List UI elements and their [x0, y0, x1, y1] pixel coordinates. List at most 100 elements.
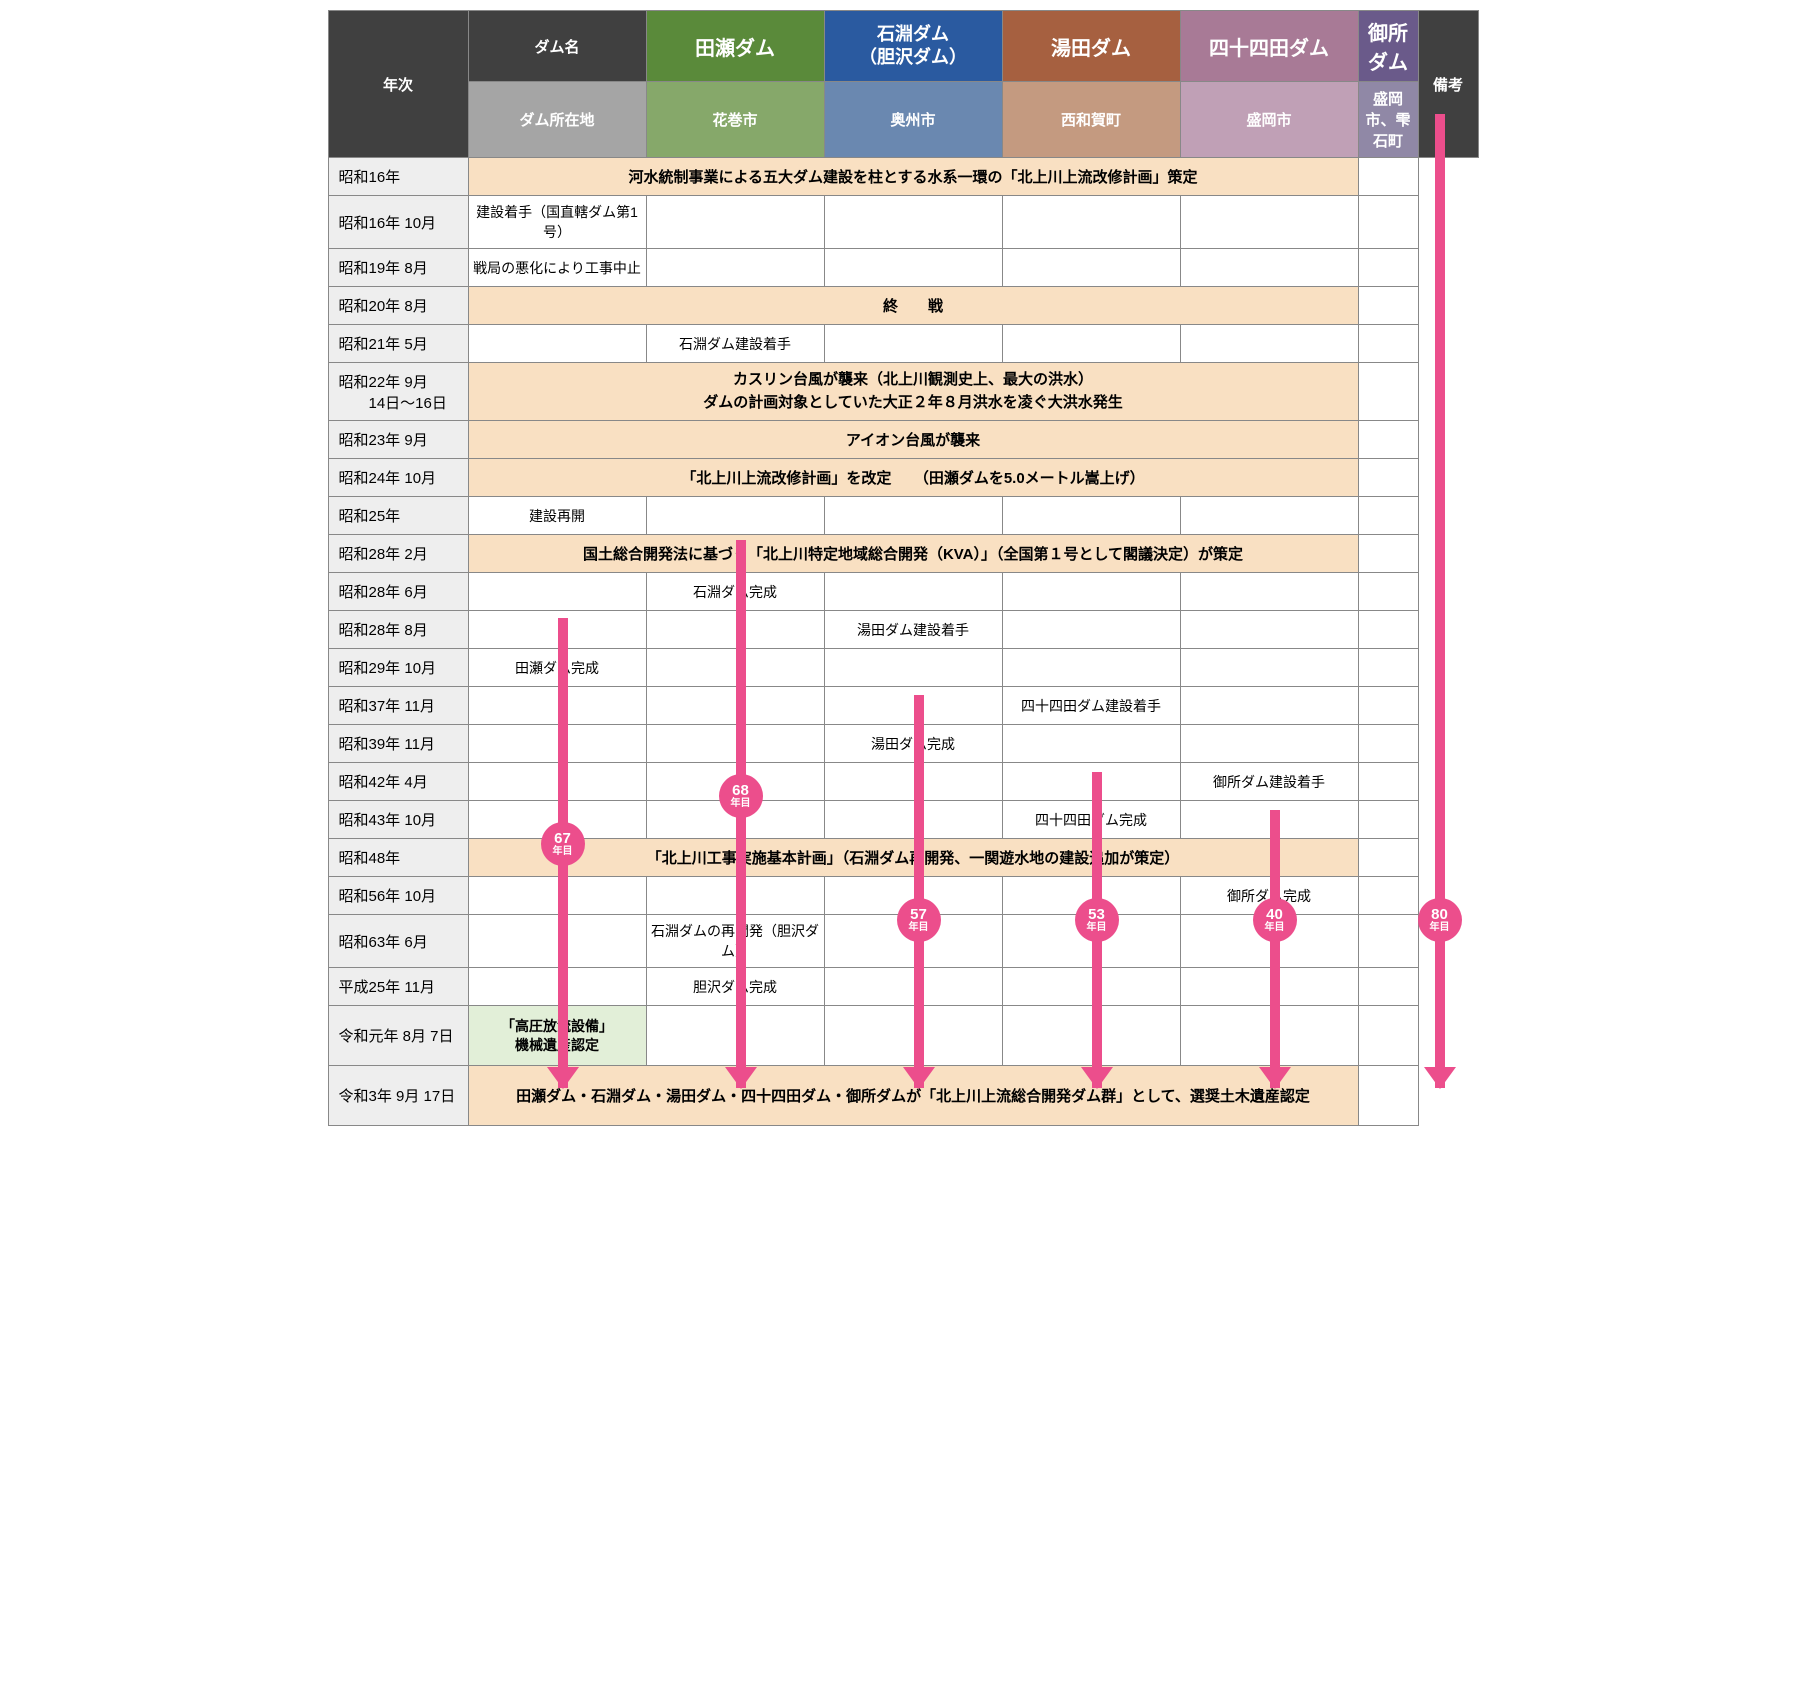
row-year: 昭和21年 5月 [328, 325, 468, 363]
row-cell-4 [1002, 649, 1180, 687]
row-year: 昭和28年 8月 [328, 611, 468, 649]
row-year: 昭和23年 9月 [328, 421, 468, 459]
row-year: 昭和39年 11月 [328, 725, 468, 763]
row-cell-4 [1002, 325, 1180, 363]
row-band: アイオン台風が襲来 [468, 421, 1358, 459]
timeline-arrow [914, 695, 924, 1088]
header-dam-5-name: 御所ダム [1358, 11, 1418, 82]
row-bikou [1358, 196, 1418, 249]
row-cell-5 [1180, 649, 1358, 687]
row-year: 昭和16年 [328, 158, 468, 196]
header-dam-1-loc: 花巻市 [646, 82, 824, 158]
row-cell-2 [646, 196, 824, 249]
row-year: 昭和20年 8月 [328, 287, 468, 325]
row-cell-5 [1180, 325, 1358, 363]
header-year: 年次 [328, 11, 468, 158]
header-dam-3-name: 湯田ダム [1002, 11, 1180, 82]
row-year: 昭和37年 11月 [328, 687, 468, 725]
timeline-badge: 67年目 [541, 822, 585, 866]
row-bikou [1358, 725, 1418, 763]
row-cell-2 [646, 497, 824, 535]
row-bikou [1358, 687, 1418, 725]
row-year: 令和元年 8月 7日 [328, 1006, 468, 1066]
row-bikou [1358, 249, 1418, 287]
row-bikou [1358, 649, 1418, 687]
row-cell-4 [1002, 573, 1180, 611]
row-band: 終 戦 [468, 287, 1358, 325]
row-year: 昭和63年 6月 [328, 915, 468, 968]
row-cell-5 [1180, 249, 1358, 287]
header-dam-4-loc: 盛岡市 [1180, 82, 1358, 158]
row-cell-2 [646, 249, 824, 287]
header-dam-5-loc: 盛岡市、雫石町 [1358, 82, 1418, 158]
row-bikou [1358, 877, 1418, 915]
row-cell-5 [1180, 687, 1358, 725]
row-year: 昭和25年 [328, 497, 468, 535]
row-cell-3 [824, 249, 1002, 287]
row-cell-4 [1002, 196, 1180, 249]
row-cell-1 [468, 573, 646, 611]
row-cell-3 [824, 649, 1002, 687]
row-year: 昭和43年 10月 [328, 801, 468, 839]
row-year: 昭和22年 9月 14日〜16日 [328, 363, 468, 421]
row-bikou [1358, 915, 1418, 968]
row-year: 昭和19年 8月 [328, 249, 468, 287]
row-year: 昭和48年 [328, 839, 468, 877]
row-cell-1: 戦局の悪化により工事中止 [468, 249, 646, 287]
row-cell-4 [1002, 611, 1180, 649]
row-year: 昭和24年 10月 [328, 459, 468, 497]
row-year: 昭和16年 10月 [328, 196, 468, 249]
row-year: 平成25年 11月 [328, 968, 468, 1006]
row-band: 河水統制事業による五大ダム建設を柱とする水系一環の「北上川上流改修計画」策定 [468, 158, 1358, 196]
header-bikou: 備考 [1418, 11, 1478, 158]
row-cell-3 [824, 573, 1002, 611]
row-cell-4 [1002, 725, 1180, 763]
header-dam-2-name: 石淵ダム（胆沢ダム） [824, 11, 1002, 82]
timeline-badge: 53年目 [1075, 898, 1119, 942]
row-year: 昭和29年 10月 [328, 649, 468, 687]
row-cell-1 [468, 325, 646, 363]
row-bikou [1358, 763, 1418, 801]
row-cell-1: 建設着手（国直轄ダム第1号） [468, 196, 646, 249]
row-cell-5 [1180, 196, 1358, 249]
header-dam-name-label: ダム名 [468, 11, 646, 82]
row-bikou [1358, 573, 1418, 611]
row-year: 昭和56年 10月 [328, 877, 468, 915]
row-cell-5 [1180, 497, 1358, 535]
timeline-badge: 57年目 [897, 898, 941, 942]
row-cell-5 [1180, 725, 1358, 763]
row-bikou [1358, 968, 1418, 1006]
row-cell-3 [824, 497, 1002, 535]
row-bikou [1358, 459, 1418, 497]
row-cell-3 [824, 196, 1002, 249]
header-dam-2-loc: 奥州市 [824, 82, 1002, 158]
row-cell-4: 四十四田ダム建設着手 [1002, 687, 1180, 725]
timeline-arrow [1270, 810, 1280, 1088]
row-band: 「北上川上流改修計画」を改定 （田瀬ダムを5.0メートル嵩上げ） [468, 459, 1358, 497]
row-bikou [1358, 287, 1418, 325]
row-cell-4 [1002, 497, 1180, 535]
timeline-badge: 40年目 [1253, 898, 1297, 942]
row-cell-1: 建設再開 [468, 497, 646, 535]
header-dam-loc-label: ダム所在地 [468, 82, 646, 158]
row-band: カスリン台風が襲来（北上川観測史上、最大の洪水）ダムの計画対象としていた大正２年… [468, 363, 1358, 421]
row-cell-2: 石淵ダム建設着手 [646, 325, 824, 363]
row-bikou [1358, 421, 1418, 459]
dam-history-table: 年次ダム名田瀬ダム石淵ダム（胆沢ダム）湯田ダム四十四田ダム御所ダム備考 ダム所在地… [328, 10, 1479, 1126]
timeline-badge: 68年目 [719, 774, 763, 818]
row-bikou [1358, 1066, 1418, 1126]
row-band: 国土総合開発法に基づく「北上川特定地域総合開発（KVA）」（全国第１号として閣議… [468, 535, 1358, 573]
header-dam-1-name: 田瀬ダム [646, 11, 824, 82]
row-cell-3 [824, 325, 1002, 363]
header-dam-3-loc: 西和賀町 [1002, 82, 1180, 158]
row-bikou [1358, 535, 1418, 573]
row-bikou [1358, 839, 1418, 877]
row-cell-5: 御所ダム建設着手 [1180, 763, 1358, 801]
row-year: 昭和28年 2月 [328, 535, 468, 573]
row-cell-3: 湯田ダム建設着手 [824, 611, 1002, 649]
row-bikou [1358, 611, 1418, 649]
row-cell-4 [1002, 249, 1180, 287]
header-dam-4-name: 四十四田ダム [1180, 11, 1358, 82]
row-year: 令和3年 9月 17日 [328, 1066, 468, 1126]
row-bikou [1358, 363, 1418, 421]
